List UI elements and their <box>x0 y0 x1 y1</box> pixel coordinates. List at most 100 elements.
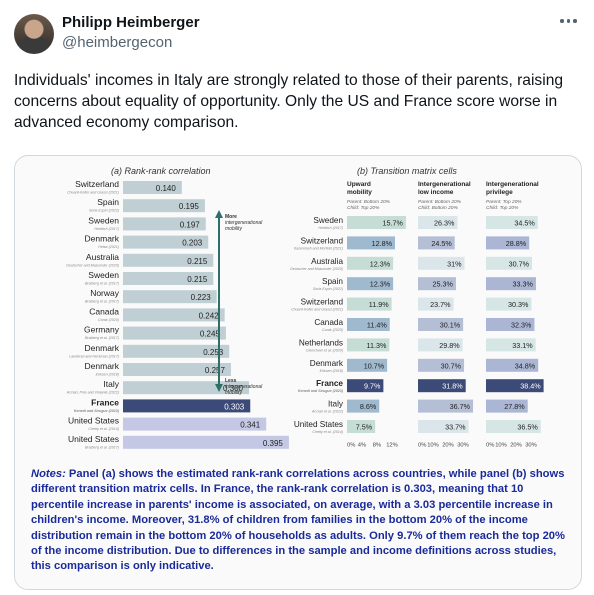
row-b-source-2: Deutscher and Mazumder (2020) <box>290 267 343 271</box>
row-b-country-8: France <box>316 379 343 388</box>
cell-bar-10-2 <box>486 420 541 433</box>
row-b-source-8: Kenedi and Sirugue (2023) <box>298 389 344 393</box>
cell-value-0-2: 34.5% <box>514 219 535 228</box>
bar-a-source-10: Eriksen (2018) <box>96 373 119 377</box>
bar-a-category-8: Germany <box>84 325 120 335</box>
cell-value-0-0: 15.7% <box>382 219 403 228</box>
arrow-top-label-3: mobility <box>225 226 242 232</box>
bar-a-5 <box>123 272 214 285</box>
bar-a-source-14: Bratberg et al. (2017) <box>85 445 119 449</box>
cell-value-10-1: 33.7% <box>445 423 466 432</box>
column-header-2-line-0: Intergenerational <box>486 181 539 188</box>
arrow-bottom-label-2: intergenerational <box>225 384 263 390</box>
bar-a-category-6: Norway <box>90 288 120 298</box>
notes-label: Notes: <box>31 468 66 480</box>
cell-bar-2-0 <box>347 256 394 270</box>
cell-value-4-1: 23.7% <box>430 300 451 309</box>
column-header-0-line-0: Upward <box>347 181 371 188</box>
bar-a-1 <box>123 199 205 213</box>
bar-a-3 <box>123 235 209 249</box>
cell-value-6-0: 11.3% <box>367 341 387 350</box>
bar-a-value-6: 0.223 <box>191 293 212 302</box>
avatar[interactable] <box>14 14 54 54</box>
bar-a-value-0: 0.140 <box>156 184 177 193</box>
cell-value-3-2: 33.3% <box>513 280 534 289</box>
bar-a-source-13: Chetty et al. (2014) <box>88 427 119 431</box>
axis-tick-0-0: 0% <box>347 442 355 448</box>
bar-a-category-11: Italy <box>103 379 119 389</box>
cell-value-1-0: 12.8% <box>372 239 393 248</box>
row-b-country-9: Italy <box>328 400 344 409</box>
bar-a-category-3: Denmark <box>85 234 120 244</box>
bar-a-value-3: 0.203 <box>182 239 203 248</box>
bar-a-2 <box>123 217 206 231</box>
row-b-source-6: Clemcheel et al. (2020) <box>306 348 343 352</box>
cell-bar-9-0 <box>347 399 380 413</box>
axis-tick-0-3: 12% <box>386 442 398 448</box>
bar-a-value-2: 0.197 <box>180 220 201 229</box>
axis-tick-1-2: 20% <box>442 442 454 448</box>
cell-bar-9-1 <box>418 399 474 413</box>
author-name[interactable]: Philipp Heimberger <box>62 14 200 31</box>
bar-a-13 <box>123 417 267 431</box>
row-b-source-4: Chuard-Keller and Grassi (2021) <box>291 308 343 312</box>
axis-tick-1-1: 10% <box>427 442 439 448</box>
cell-value-5-2: 32.3% <box>511 321 532 330</box>
bar-a-category-12: France <box>91 397 119 407</box>
notes-paragraph: Notes: Panel (a) shows the estimated ran… <box>31 467 576 575</box>
axis-tick-2-0: 0% <box>486 442 494 448</box>
bar-a-category-5: Sweden <box>88 270 119 280</box>
bar-a-source-4: Deutscher and Mazumder (2020) <box>66 263 119 267</box>
cell-value-8-2: 38.4% <box>520 382 541 391</box>
bar-a-category-14: United States <box>68 434 119 444</box>
cell-bar-8-2 <box>486 379 544 393</box>
cell-value-6-1: 29.8% <box>439 341 460 350</box>
bar-a-9 <box>123 344 230 358</box>
axis-tick-0-2: 8% <box>373 442 381 448</box>
arrow-bottom-label-1: Less <box>225 378 237 384</box>
axis-tick-1-0: 0% <box>418 442 426 448</box>
cell-bar-6-0 <box>347 338 390 352</box>
row-b-source-10: Chetty et al. (2014) <box>312 430 343 434</box>
cell-bar-7-1 <box>418 358 465 372</box>
bar-a-value-14: 0.395 <box>263 439 284 448</box>
bar-a-category-7: Canada <box>89 306 119 316</box>
more-horizontal-icon[interactable] <box>560 14 582 28</box>
cell-value-10-0: 7.5% <box>356 423 373 432</box>
row-b-country-0: Sweden <box>313 216 343 225</box>
column-sub-1-child: Child: Bottom 20% <box>418 205 458 211</box>
bar-a-source-7: Corak (2020) <box>98 318 119 322</box>
cell-bar-1-0 <box>347 236 395 250</box>
row-b-source-9: Acciari et al. (2022) <box>311 410 343 414</box>
panel-b-title: (b) Transition matrix cells <box>357 166 457 176</box>
bar-a-value-10: 0.257 <box>205 366 226 375</box>
cell-bar-4-1 <box>418 297 454 311</box>
bar-a-value-13: 0.341 <box>240 421 261 430</box>
bar-a-source-2: Heidrich (2017) <box>94 227 119 231</box>
cell-value-7-0: 10.7% <box>364 361 385 370</box>
cell-value-9-2: 27.8% <box>504 402 525 411</box>
bar-a-7 <box>123 308 225 322</box>
cell-bar-0-1 <box>418 216 458 229</box>
cell-bar-0-2 <box>486 216 538 229</box>
column-header-0-line-1: mobility <box>347 189 372 196</box>
row-b-source-7: Eriksen (2018) <box>320 369 343 373</box>
bar-a-source-1: Soria Espín (2022) <box>89 209 119 213</box>
bar-a-14 <box>123 435 289 449</box>
row-b-country-3: Spain <box>322 277 343 286</box>
row-b-country-5: Canada <box>314 318 343 327</box>
attached-image[interactable]: (a) Rank-rank correlation 0.140 Switzerlan… <box>14 155 582 590</box>
arrow-bottom-label-3: mobility <box>225 390 242 396</box>
bar-a-category-4: Australia <box>86 252 119 262</box>
bar-a-category-1: Spain <box>97 197 119 207</box>
bar-a-source-6: Bratberg et al. (2017) <box>85 300 119 304</box>
cell-bar-4-0 <box>347 297 392 311</box>
cell-bar-8-1 <box>418 379 466 393</box>
bar-a-value-5: 0.215 <box>187 275 208 284</box>
row-b-country-4: Switzerland <box>301 298 344 307</box>
axis-tick-2-2: 20% <box>510 442 522 448</box>
author-handle[interactable]: @heimbergecon <box>62 34 173 51</box>
bar-a-value-1: 0.195 <box>179 202 200 211</box>
cell-bar-2-1 <box>418 256 465 270</box>
panel-a-title: (a) Rank-rank correlation <box>111 166 211 176</box>
